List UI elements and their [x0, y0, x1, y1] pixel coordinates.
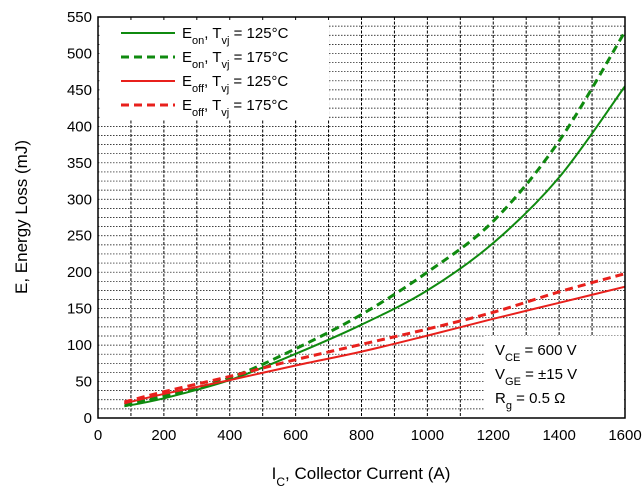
y-tick-label: 500: [67, 45, 92, 62]
series-lines: [123, 30, 625, 408]
plot-frame: [97, 16, 626, 419]
condition-text-2: VGE = ±15 V: [495, 366, 577, 388]
series-line-3: [124, 285, 625, 405]
y-tick-label: 0: [84, 410, 92, 427]
x-tick-label: 800: [349, 427, 374, 444]
conditions-background: [484, 336, 624, 417]
x-tick-label: 200: [151, 427, 176, 444]
x-tick-label: 1200: [477, 427, 510, 444]
legend-background: [101, 20, 329, 120]
x-tick-label: 0: [94, 427, 102, 444]
x-tick-label: 600: [283, 427, 308, 444]
legend-label-4: Eoff, Tvj = 175°C: [182, 97, 288, 119]
series-line-4: [123, 272, 625, 404]
legend-label-1: Eon, Tvj = 125°C: [182, 25, 289, 47]
x-tick-label: 1000: [411, 427, 444, 444]
legend-label-2: Eon, Tvj = 175°C: [182, 49, 289, 71]
y-tick-label: 400: [67, 118, 92, 135]
y-tick-label: 250: [67, 228, 92, 245]
y-tick-label: 200: [67, 264, 92, 281]
condition-text-1: VCE = 600 V: [495, 342, 577, 364]
y-tick-label: 300: [67, 191, 92, 208]
x-tick-label: 1600: [608, 427, 641, 444]
y-tick-label: 150: [67, 301, 92, 318]
x-tick-label: 400: [217, 427, 242, 444]
y-tick-label: 350: [67, 155, 92, 172]
x-tick-labels: 0 200 400 600 800 1000 1200 1400 1600: [94, 427, 642, 444]
condition-text-3: Rg = 0.5 Ω: [495, 390, 565, 412]
series-line-1: [124, 85, 625, 408]
x-axis-label: IC, Collector Current (A): [272, 464, 451, 489]
y-tick-label: 50: [75, 374, 92, 391]
y-tick-label: 550: [67, 9, 92, 26]
y-tick-labels: 0 50 100 150 200 250 300 350 400 450 500 550: [67, 9, 92, 427]
y-tick-label: 450: [67, 82, 92, 99]
x-tick-label: 1400: [542, 427, 575, 444]
legend-label-3: Eoff, Tvj = 125°C: [182, 73, 288, 95]
y-axis-label: E, Energy Loss (mJ): [12, 140, 31, 294]
y-tick-label: 100: [67, 337, 92, 354]
